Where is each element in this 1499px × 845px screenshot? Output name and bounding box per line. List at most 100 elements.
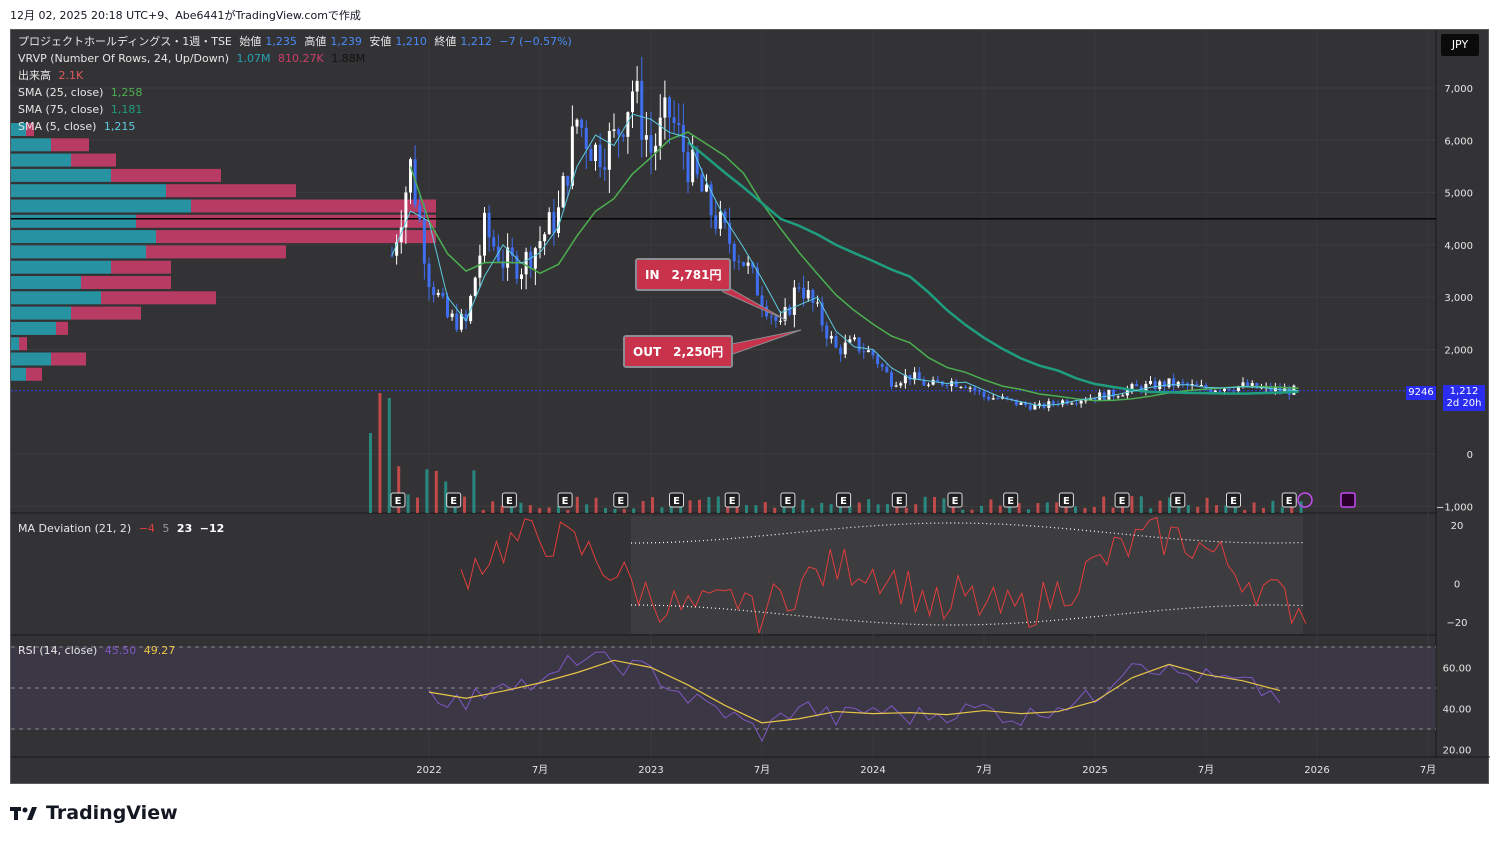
candle-body [774,316,778,321]
volume-bar [491,501,495,513]
candle-body [1232,390,1236,392]
candle-body [529,251,533,269]
annotation-in[interactable]: IN 2,781円 [635,258,732,291]
volume-bar [378,393,382,513]
candle-body [1028,405,1032,410]
legend-sma5[interactable]: SMA (5, close) 1,215 [18,120,139,134]
candle-body [890,372,893,387]
sma25-label: SMA (25, close) [18,86,104,99]
candle-body [820,302,824,326]
vrvp-down-bar [156,230,436,244]
vrvp-total: 1.88M [331,52,366,65]
candle-body [709,184,713,216]
vrvp-up-bar [11,214,136,228]
candle-body [1070,403,1074,405]
candle-body [931,379,935,385]
sma25-line [409,131,1299,402]
legend-vrvp[interactable]: VRVP (Number Of Rows, 24, Up/Down) 1.07M… [18,52,369,66]
legend-rsi[interactable]: RSI (14, close) 45.50 49.27 [18,644,179,658]
x-tick-label: 2024 [860,765,885,776]
candle-body [631,91,634,113]
volume-bar [369,433,372,513]
symbol-title[interactable]: プロジェクトホールディングス・1週・TSE [18,35,232,48]
vrvp-down-bar [136,214,436,228]
volume-bar [463,496,466,513]
candle-body [1181,381,1185,384]
low-value: 1,210 [395,35,427,48]
candle-body [1153,381,1157,390]
y-tick-label: 7,000 [1444,84,1473,95]
candle-body [718,211,722,229]
tradingview-logo[interactable]: TradingView [10,802,178,824]
candle-body [806,289,810,299]
earnings-icon: E [390,492,406,508]
volume-bar [641,501,645,513]
candle-body [510,247,514,256]
vrvp-up-bar [11,352,51,366]
close-value: 1,212 [460,35,492,48]
sma5-value: 1,215 [103,120,136,133]
y-tick-label: 5,000 [1444,189,1473,200]
change-value: −7 (−0.57%) [499,35,572,48]
rsi-label: RSI (14, close) [18,644,98,657]
earnings-icon-box [1226,492,1241,508]
candle-body [954,381,958,387]
madev-band [631,516,1303,634]
candle-body [829,335,833,339]
annotation-out-pointer [726,329,802,357]
y-tick-label: 6,000 [1444,136,1473,147]
vrvp-down-bar [191,199,436,213]
candle-body [607,131,611,170]
volume-bar [839,507,842,513]
vrvp-down-bar [19,337,27,351]
volume-bar [1027,509,1030,513]
candle-body [936,379,940,382]
candle-body [1038,403,1041,405]
x-tick-label: 7月 [1198,764,1214,776]
earnings-icon-box [613,492,629,508]
candle-body [1121,395,1125,397]
candle-body [399,227,403,243]
candle-body [446,296,449,318]
vrvp-down-bar [111,260,171,274]
volume-bar [1130,496,1134,513]
volume-bar [613,508,617,513]
earnings-icon-box [780,492,796,508]
candle-body [714,215,718,229]
volume-bar [980,505,983,513]
vrvp-up-bar [11,138,51,152]
madev-tick-label: −20 [1446,618,1467,629]
candle-body [1218,390,1222,392]
sma25-value: 1,258 [110,86,143,99]
vrvp-label: VRVP (Number Of Rows, 24, Up/Down) [18,52,230,65]
vrvp-down-bar [26,123,34,136]
candle-body [973,387,977,391]
volume-bar [886,504,889,513]
vrvp-down-bar [81,276,171,289]
legend-sma75[interactable]: SMA (75, close) 1,181 [18,103,146,117]
currency-button[interactable]: JPY [1441,34,1479,56]
volume-bar [444,481,448,513]
candle-body [561,176,565,208]
candle-body [816,302,819,304]
earnings-icon: E [891,492,907,508]
annotation-out[interactable]: OUT 2,250円 [623,335,734,368]
earnings-icon-letter: E [1286,496,1293,507]
volume-bar [594,497,598,513]
sma5-line [391,113,1299,407]
earnings-icon: E [669,492,684,508]
legend-volume[interactable]: 出来高 2.1K [18,69,87,83]
candle-body [483,212,486,256]
chart-canvas[interactable]: E E E E E E E E E E E E E E E E E 7,000 6,000 5,000 4,000 3,… [11,30,1490,785]
legend-madev[interactable]: MA Deviation (21, 2) −4 5 23 −12 [18,522,228,536]
vrvp-down-bar [51,138,89,152]
candle-body [977,390,981,392]
volume-bar [688,500,692,513]
earnings-icon-letter: E [506,496,513,507]
vrvp-down-bar [111,168,221,182]
earnings-icon-box [1170,492,1186,508]
legend-sma25[interactable]: SMA (25, close) 1,258 [18,86,146,100]
volume-bar [632,508,636,513]
candle-body [473,277,477,297]
x-tick-label: 2023 [638,765,663,776]
